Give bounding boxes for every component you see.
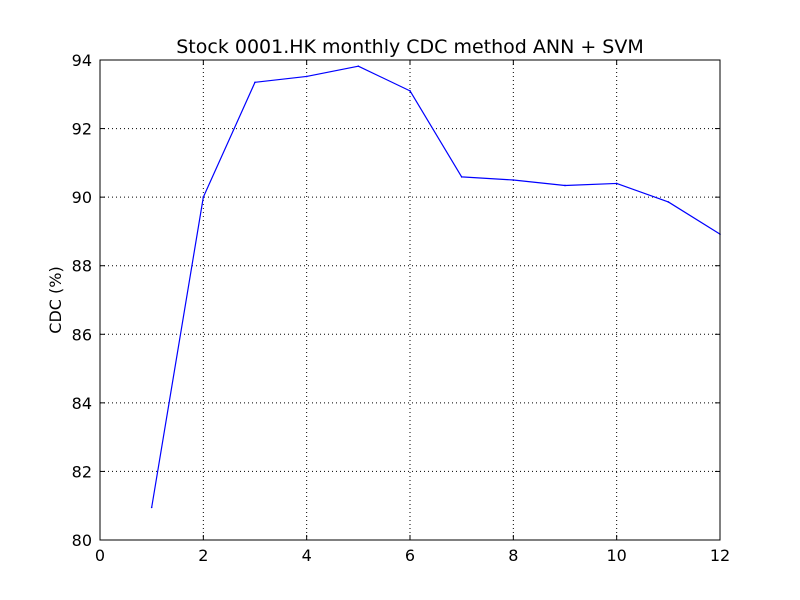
data-point: [254, 81, 256, 84]
x-tick-label: 10: [606, 546, 626, 565]
plot-frame: [99, 59, 721, 541]
y-tick-label: 80: [72, 531, 92, 550]
data-point: [202, 196, 205, 198]
data-point: [667, 201, 670, 203]
data-point: [512, 179, 515, 181]
x-tick-label: 8: [508, 546, 518, 565]
y-tick-label: 92: [72, 120, 92, 139]
x-tick-label: 6: [405, 546, 415, 565]
x-tick-label: 0: [95, 546, 105, 565]
y-tick-label: 84: [72, 394, 92, 413]
series-line: [151, 65, 721, 508]
data-point: [357, 65, 360, 67]
data-point: [615, 182, 618, 185]
data-point: [305, 75, 308, 78]
y-tick-label: 88: [72, 257, 92, 276]
y-tick-label: 82: [72, 462, 92, 481]
series-group: [150, 65, 721, 509]
x-tick-label: 2: [198, 546, 208, 565]
x-tick-label: 4: [302, 546, 312, 565]
y-tick-label: 86: [72, 325, 92, 344]
data-point: [460, 176, 463, 178]
tick-labels: 0 2 4 6 8 10 12 80 82 84 86 88 90 92 94: [72, 51, 731, 565]
y-axis-label: CDC (%): [46, 266, 65, 333]
x-tick-label: 12: [710, 546, 730, 565]
grid-lines: [100, 60, 720, 540]
y-tick-label: 94: [72, 51, 92, 70]
data-point: [150, 506, 153, 509]
data-point: [409, 90, 411, 92]
chart-title: Stock 0001.HK monthly CDC method ANN + S…: [176, 36, 644, 58]
data-point: [564, 184, 566, 187]
y-tick-label: 90: [72, 188, 92, 207]
